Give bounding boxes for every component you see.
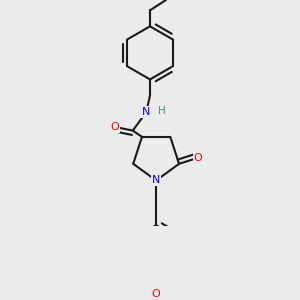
Text: H: H: [158, 106, 165, 116]
Text: O: O: [110, 122, 119, 132]
Text: O: O: [152, 289, 161, 298]
Text: O: O: [194, 153, 203, 163]
Text: N: N: [152, 176, 160, 185]
Text: N: N: [142, 107, 151, 117]
